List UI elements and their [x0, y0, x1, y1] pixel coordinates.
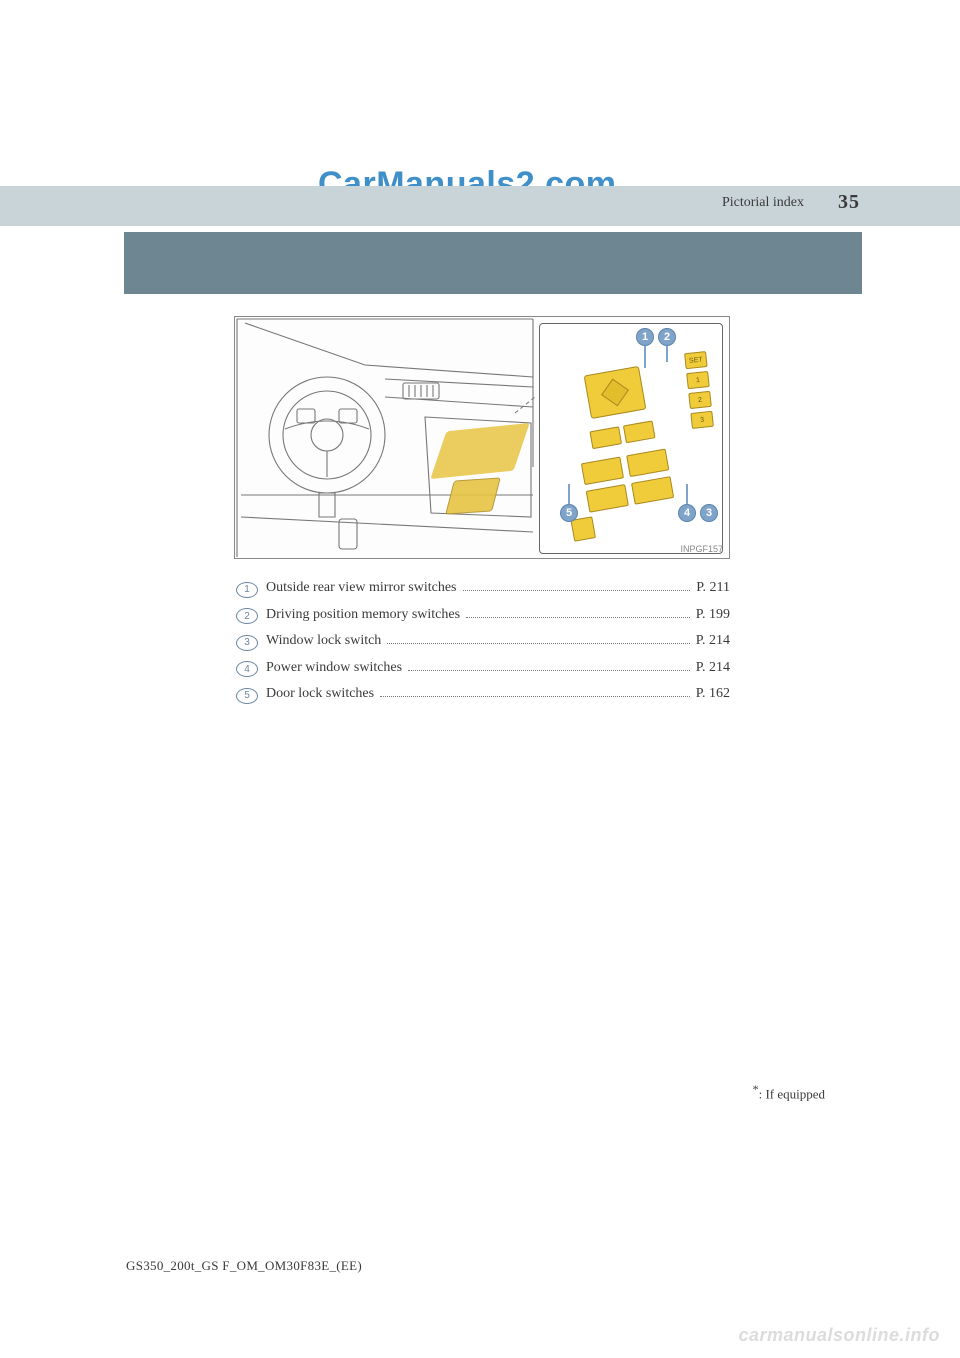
index-item: 1 Outside rear view mirror switches P. 2…: [236, 575, 730, 602]
callout-leader: [568, 484, 570, 504]
index-item-page: P. 214: [696, 655, 730, 682]
memory-button-set: SET: [684, 351, 708, 369]
zoom-panel: SET 1 2 3 1 2 3 4 5: [539, 323, 723, 554]
header-band: [0, 186, 960, 226]
index-item: 2 Driving position memory switches P. 19…: [236, 602, 730, 629]
dot-leader: [408, 658, 690, 671]
index-item-number: 5: [236, 688, 258, 704]
index-item: 3 Window lock switch P. 214: [236, 628, 730, 655]
index-item-number: 1: [236, 582, 258, 598]
index-item-label: Window lock switch: [266, 628, 381, 655]
dot-leader: [463, 578, 691, 591]
section-title: Pictorial index: [722, 195, 804, 211]
figure-caption: INPGF157: [680, 544, 723, 554]
index-item-label: Door lock switches: [266, 681, 374, 708]
door-lock-switch-pair: [589, 420, 655, 449]
dot-leader: [380, 685, 690, 698]
callout-1: 1: [636, 328, 654, 346]
dot-leader: [466, 605, 690, 618]
watermark-bottom: carmanualsonline.info: [738, 1325, 940, 1346]
index-item-label: Outside rear view mirror switches: [266, 575, 457, 602]
index-item-number: 3: [236, 635, 258, 651]
page-number: 35: [838, 191, 860, 214]
callout-4: 4: [678, 504, 696, 522]
dot-leader: [387, 632, 689, 645]
power-window-switch: [626, 449, 669, 478]
memory-button-3: 3: [690, 411, 714, 429]
callout-2: 2: [658, 328, 676, 346]
index-item-page: P. 162: [696, 681, 730, 708]
callout-3: 3: [700, 504, 718, 522]
index-item-page: P. 214: [696, 628, 730, 655]
index-item-label: Driving position memory switches: [266, 602, 460, 629]
callout-leader: [644, 346, 646, 368]
power-window-switch: [586, 484, 629, 513]
dashboard-drawing: [235, 317, 535, 559]
power-window-grid: [581, 447, 680, 512]
power-window-switch: [581, 457, 624, 486]
index-item-label: Power window switches: [266, 655, 402, 682]
callout-leader: [686, 484, 688, 504]
index-item-number: 4: [236, 661, 258, 677]
index-list: 1 Outside rear view mirror switches P. 2…: [236, 575, 730, 708]
armrest-switch-highlight: [445, 477, 501, 514]
index-item-page: P. 211: [696, 575, 730, 602]
index-item: 4 Power window switches P. 214: [236, 655, 730, 682]
document-code: GS350_200t_GS F_OM_OM30F83E_(EE): [126, 1258, 362, 1274]
power-window-switch: [631, 476, 674, 505]
callout-5: 5: [560, 504, 578, 522]
callout-leader: [666, 346, 668, 362]
mirror-control-switch: [584, 366, 647, 419]
footnote-text: : If equipped: [759, 1086, 825, 1101]
sub-band: [124, 232, 862, 294]
index-item-page: P. 199: [696, 602, 730, 629]
index-item: 5 Door lock switches P. 162: [236, 681, 730, 708]
memory-button-row: SET 1 2 3: [680, 351, 718, 430]
memory-button-2: 2: [688, 391, 712, 409]
figure-box: SET 1 2 3 1 2 3 4 5: [234, 316, 730, 559]
page: CarManuals2.com Pictorial index 35: [0, 0, 960, 1358]
footnote: *: If equipped: [753, 1082, 825, 1102]
index-item-number: 2: [236, 608, 258, 624]
memory-button-1: 1: [686, 371, 710, 389]
